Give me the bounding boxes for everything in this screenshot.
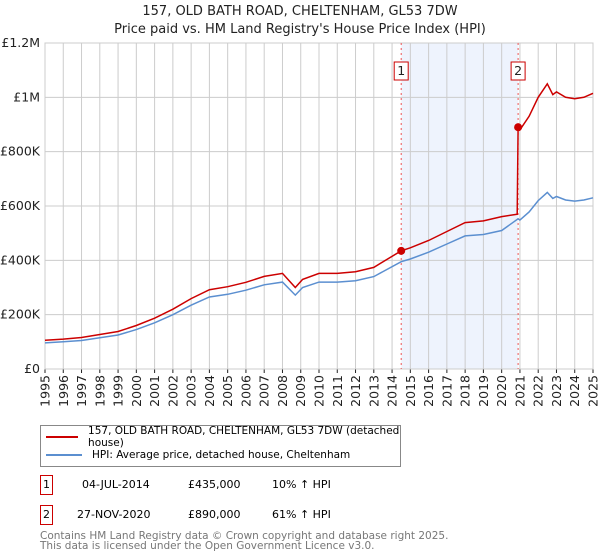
x-tick-label: 2005 — [220, 375, 235, 407]
x-tick-label: 2008 — [275, 375, 290, 407]
x-tick-label: 1997 — [74, 375, 89, 407]
sale-price: £435,000 — [188, 478, 241, 491]
legend-item-price: 157, OLD BATH ROAD, CHELTENHAM, GL53 7DW… — [41, 425, 400, 449]
x-tick-label: 2021 — [512, 375, 527, 407]
x-tick-label: 2011 — [330, 375, 345, 407]
footer-line-1: Contains HM Land Registry data © Crown c… — [40, 530, 449, 542]
x-tick-label: 2020 — [494, 375, 509, 407]
x-tick-label: 1995 — [38, 375, 53, 407]
x-tick-label: 2009 — [293, 375, 308, 407]
legend-swatch-blue — [46, 454, 82, 456]
hpi-line — [44, 191, 594, 344]
legend-item-hpi: HPI: Average price, detached house, Chel… — [41, 447, 350, 463]
sale-label-box — [393, 61, 409, 81]
sale-price: £890,000 — [188, 508, 241, 521]
sale-point — [514, 123, 523, 132]
legend-label: 157, OLD BATH ROAD, CHELTENHAM, GL53 7DW… — [88, 425, 400, 449]
x-tick-label: 2022 — [531, 375, 546, 407]
legend-swatch-red — [46, 436, 79, 438]
x-tick-label: 2010 — [312, 375, 327, 407]
y-tick-label: £1M — [13, 89, 40, 104]
x-tick-label: 2000 — [129, 375, 144, 407]
x-tick-label: 2015 — [403, 375, 418, 407]
sale-label-box — [510, 61, 526, 81]
sale-row-1: 1 04-JUL-2014 £435,000 10% ↑ HPI — [40, 475, 540, 495]
x-tick-label: 2002 — [165, 375, 180, 407]
x-tick-label: 2003 — [184, 375, 199, 407]
x-tick-label: 2019 — [476, 375, 491, 407]
chart-subtitle: Price paid vs. HM Land Registry's House … — [114, 22, 486, 37]
legend: 157, OLD BATH ROAD, CHELTENHAM, GL53 7DW… — [40, 425, 401, 467]
x-tick-label: 2017 — [439, 375, 454, 407]
x-tick-label: 1998 — [92, 375, 107, 407]
x-tick-label: 2016 — [421, 375, 436, 407]
x-tick-label: 2023 — [549, 375, 564, 407]
sale-delta: 61% ↑ HPI — [272, 508, 331, 521]
x-tick-label: 2013 — [366, 375, 381, 407]
sale-delta: 10% ↑ HPI — [272, 478, 331, 491]
sale-badge: 1 — [40, 475, 53, 495]
sale-date: 04-JUL-2014 — [82, 478, 150, 491]
sale-label: 2 — [514, 63, 522, 78]
chart-svg: 157, OLD BATH ROAD, CHELTENHAM, GL53 7DW… — [0, 4, 600, 407]
sale-row-2: 2 27-NOV-2020 £890,000 61% ↑ HPI — [40, 505, 540, 525]
sale-date: 27-NOV-2020 — [77, 508, 151, 521]
y-tick-label: £800K — [0, 144, 41, 159]
y-tick-label: £200K — [0, 307, 41, 322]
x-tick-label: 2007 — [257, 375, 272, 407]
sale-point — [397, 246, 406, 255]
plot-frame — [44, 42, 594, 370]
price-line — [44, 82, 594, 341]
footer-line-2: This data is licensed under the Open Gov… — [40, 540, 375, 552]
x-tick-label: 1999 — [111, 375, 126, 407]
y-tick-label: £0 — [24, 361, 40, 376]
chart-title: 157, OLD BATH ROAD, CHELTENHAM, GL53 7DW — [142, 4, 457, 19]
x-tick-label: 2014 — [385, 375, 400, 407]
footer: Contains HM Land Registry data © Crown c… — [40, 530, 449, 552]
sale-badge: 2 — [40, 505, 53, 525]
x-tick-label: 2001 — [147, 375, 162, 407]
x-tick-label: 1996 — [56, 375, 71, 407]
y-tick-label: £600K — [0, 198, 41, 213]
sale-label: 1 — [397, 63, 405, 78]
y-tick-label: £400K — [0, 252, 41, 267]
y-tick-label: £1.2M — [1, 35, 40, 50]
x-tick-label: 2025 — [586, 375, 600, 407]
x-tick-label: 2024 — [567, 375, 582, 407]
x-tick-label: 2018 — [458, 375, 473, 407]
x-tick-label: 2004 — [202, 375, 217, 407]
x-tick-label: 2006 — [238, 375, 253, 407]
legend-label: HPI: Average price, detached house, Chel… — [92, 449, 351, 461]
x-tick-label: 2012 — [348, 375, 363, 407]
